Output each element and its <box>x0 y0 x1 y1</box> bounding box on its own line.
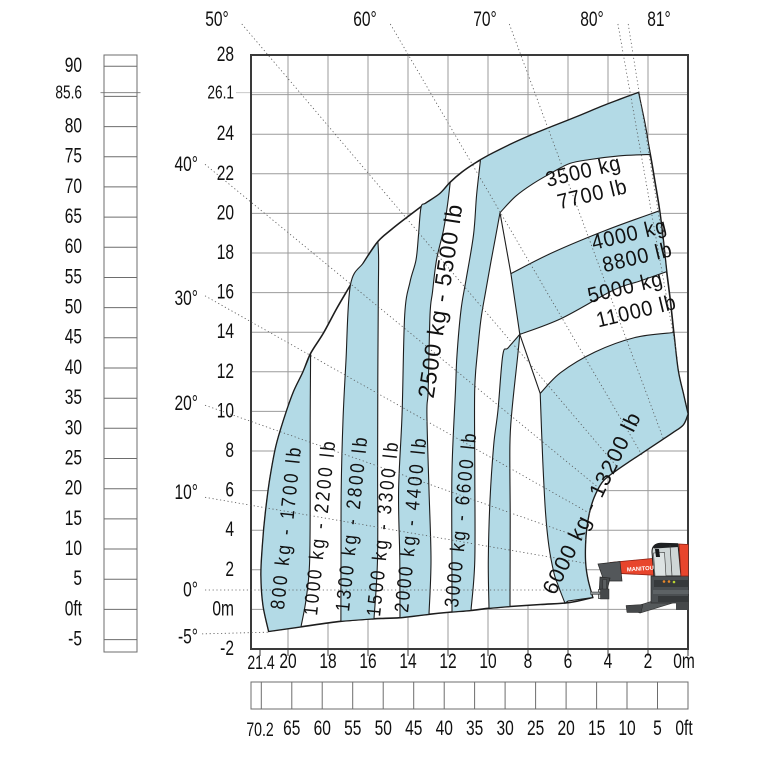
svg-text:80°: 80° <box>580 7 604 31</box>
svg-text:70: 70 <box>65 173 82 197</box>
svg-text:65: 65 <box>65 204 82 228</box>
svg-text:26.1: 26.1 <box>207 83 234 103</box>
svg-text:20: 20 <box>279 649 296 673</box>
svg-text:60°: 60° <box>353 7 377 31</box>
svg-text:8: 8 <box>524 649 533 673</box>
svg-text:14: 14 <box>217 319 234 343</box>
svg-text:2: 2 <box>644 649 653 673</box>
svg-text:-5: -5 <box>68 626 82 650</box>
svg-text:35: 35 <box>65 385 82 409</box>
svg-text:20: 20 <box>217 200 234 224</box>
svg-text:5: 5 <box>73 566 82 590</box>
svg-text:8: 8 <box>225 438 234 462</box>
svg-text:60: 60 <box>65 234 82 258</box>
svg-text:10: 10 <box>479 649 496 673</box>
svg-text:12: 12 <box>439 649 456 673</box>
svg-text:60: 60 <box>314 716 331 740</box>
svg-text:4: 4 <box>604 649 613 673</box>
svg-text:0°: 0° <box>183 577 198 601</box>
svg-text:21.4: 21.4 <box>247 652 274 674</box>
svg-text:35: 35 <box>466 716 483 740</box>
svg-text:50: 50 <box>65 294 82 318</box>
svg-text:14: 14 <box>399 649 416 673</box>
svg-text:0m: 0m <box>212 596 234 620</box>
svg-text:40: 40 <box>436 716 453 740</box>
svg-text:40: 40 <box>65 355 82 379</box>
svg-text:70°: 70° <box>473 7 497 31</box>
svg-text:6: 6 <box>225 477 234 501</box>
svg-text:30°: 30° <box>174 286 198 310</box>
svg-text:70.2: 70.2 <box>246 719 273 741</box>
svg-text:28: 28 <box>217 42 234 66</box>
svg-text:65: 65 <box>283 716 300 740</box>
svg-text:25: 25 <box>65 445 82 469</box>
svg-text:50°: 50° <box>205 7 229 31</box>
svg-text:81°: 81° <box>647 7 671 31</box>
svg-text:55: 55 <box>65 264 82 288</box>
svg-text:45: 45 <box>405 716 422 740</box>
svg-text:6: 6 <box>564 649 573 673</box>
svg-text:10: 10 <box>618 716 635 740</box>
svg-text:15: 15 <box>588 716 605 740</box>
svg-text:10: 10 <box>217 398 234 422</box>
svg-text:40°: 40° <box>174 152 198 176</box>
svg-text:30: 30 <box>496 716 513 740</box>
svg-text:50: 50 <box>375 716 392 740</box>
svg-text:5: 5 <box>653 716 662 740</box>
svg-text:15: 15 <box>65 505 82 529</box>
svg-text:22: 22 <box>217 160 234 184</box>
svg-text:12: 12 <box>217 358 234 382</box>
svg-text:0ft: 0ft <box>675 716 692 740</box>
svg-text:55: 55 <box>344 716 361 740</box>
svg-text:45: 45 <box>65 324 82 348</box>
svg-text:16: 16 <box>217 279 234 303</box>
svg-text:-2: -2 <box>220 636 234 660</box>
svg-text:18: 18 <box>217 240 234 264</box>
svg-text:90: 90 <box>65 53 82 77</box>
svg-text:10°: 10° <box>174 480 198 504</box>
svg-text:85.6: 85.6 <box>55 83 82 103</box>
svg-text:10: 10 <box>65 536 82 560</box>
svg-text:0m: 0m <box>673 649 695 673</box>
svg-text:4: 4 <box>225 517 234 541</box>
svg-text:25: 25 <box>527 716 544 740</box>
svg-text:20: 20 <box>65 475 82 499</box>
svg-text:MANITOU: MANITOU <box>627 566 654 574</box>
svg-text:18: 18 <box>319 649 336 673</box>
svg-text:20°: 20° <box>174 391 198 415</box>
svg-text:24: 24 <box>217 121 234 145</box>
svg-text:0ft: 0ft <box>65 596 82 620</box>
svg-text:75: 75 <box>65 143 82 167</box>
svg-text:16: 16 <box>359 649 376 673</box>
svg-text:2: 2 <box>225 556 234 580</box>
svg-text:80: 80 <box>65 113 82 137</box>
svg-text:20: 20 <box>557 716 574 740</box>
svg-text:30: 30 <box>65 415 82 439</box>
svg-text:-5°: -5° <box>178 624 198 648</box>
